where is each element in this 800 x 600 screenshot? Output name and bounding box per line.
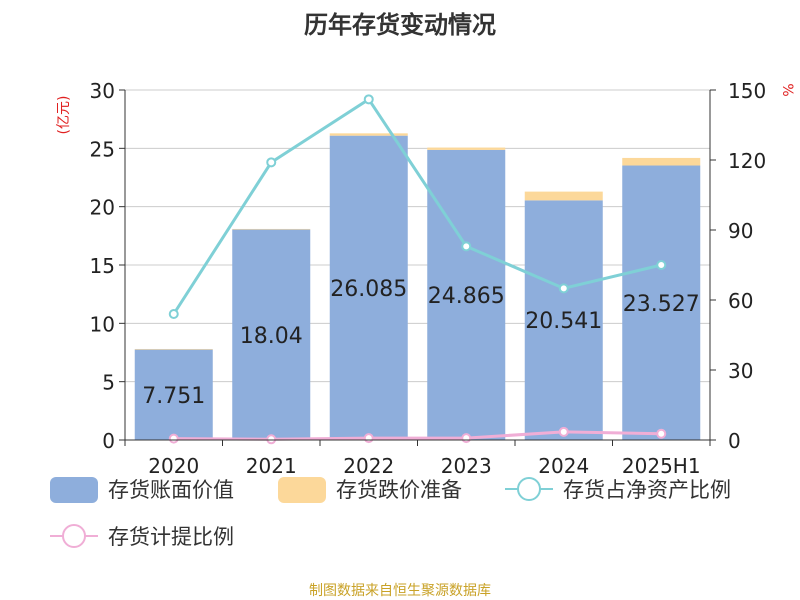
point-provision-ratio (363, 433, 374, 444)
line-net-asset-ratio (172, 97, 662, 315)
bar-book-value (622, 165, 701, 441)
y-right-tick-label: 0 (728, 429, 741, 453)
line-provision-ratio (173, 430, 662, 441)
point-net-asset-ratio (558, 283, 569, 294)
x-tick-label: 2024 (538, 454, 589, 478)
point-net-asset-ratio (168, 309, 179, 319)
x-tick-label: 2020 (148, 454, 199, 478)
x-tick-label: 2025H1 (622, 454, 701, 478)
y-right-tick-label: 30 (728, 359, 753, 383)
y-left-tick-label: 30 (90, 79, 115, 103)
point-net-asset-ratio (363, 94, 374, 105)
legend-label: 存货计提比例 (108, 525, 234, 549)
y-left-axis-label: (亿元) (56, 96, 72, 135)
y-right-tick-label: 60 (728, 289, 753, 313)
bar-book-value (427, 149, 506, 441)
bar-value-label: 23.527 (623, 292, 700, 317)
point-provision-ratio (168, 433, 179, 444)
bar-labels: 7.751 18.04 26.085 24.865 20.541 23.527 (142, 277, 699, 409)
y-left-tick-label: 5 (102, 371, 115, 395)
chart-title: 历年存货变动情况 (304, 11, 496, 39)
axes: 0 5 10 15 20 25 30 0 30 60 90 120 150 2020 2021 2022 202… (90, 79, 767, 478)
legend-label: 存货占净资产比例 (563, 478, 731, 502)
point-provision-ratio (266, 434, 277, 445)
legend-swatch-1 (278, 477, 326, 503)
legend-swatch-0 (50, 477, 98, 503)
legend-label: 存货跌价准备 (336, 478, 462, 502)
bar-value-label: 20.541 (525, 309, 602, 334)
bar-impairment (427, 147, 506, 150)
legend-label: 存货账面价值 (108, 478, 234, 502)
y-right-axis-label: % (779, 83, 795, 96)
bar-impairment (232, 228, 311, 230)
y-left-tick-label: 15 (90, 254, 115, 278)
bars (134, 133, 701, 441)
bar-value-label: 18.04 (240, 324, 303, 349)
point-net-asset-ratio (656, 260, 667, 270)
bar-impairment (134, 348, 213, 350)
bar-value-label: 26.085 (330, 277, 407, 302)
bar-book-value (134, 349, 213, 440)
bar-impairment (329, 133, 408, 136)
x-tick-label: 2021 (246, 454, 297, 478)
bar-book-value (524, 200, 603, 440)
legend-marker-2 (517, 477, 541, 501)
lines (168, 94, 667, 445)
bar-book-value (329, 135, 408, 441)
bar-impairment (524, 191, 603, 201)
legend-marker-3 (62, 524, 86, 548)
point-provision-ratio (558, 426, 569, 437)
bar-impairment (622, 157, 701, 166)
point-provision-ratio (656, 428, 667, 439)
y-left-tick-label: 10 (90, 312, 115, 336)
point-net-asset-ratio (266, 157, 277, 168)
bar-book-value (232, 229, 311, 440)
point-net-asset-ratio (461, 241, 472, 252)
y-right-tick-label: 150 (728, 79, 766, 103)
x-tick-label: 2023 (441, 454, 492, 478)
y-left-tick-label: 25 (90, 137, 115, 161)
bar-value-label: 7.751 (142, 384, 205, 409)
y-left-tick-label: 0 (102, 429, 115, 453)
point-provision-ratio (461, 433, 472, 444)
y-left-tick-label: 20 (90, 196, 115, 220)
x-tick-label: 2022 (343, 454, 394, 478)
source-note: 制图数据来自恒生聚源数据库 (309, 583, 491, 599)
grid (125, 89, 710, 441)
y-right-tick-label: 120 (728, 149, 766, 173)
bar-value-label: 24.865 (428, 284, 505, 309)
y-right-tick-label: 90 (728, 219, 753, 243)
